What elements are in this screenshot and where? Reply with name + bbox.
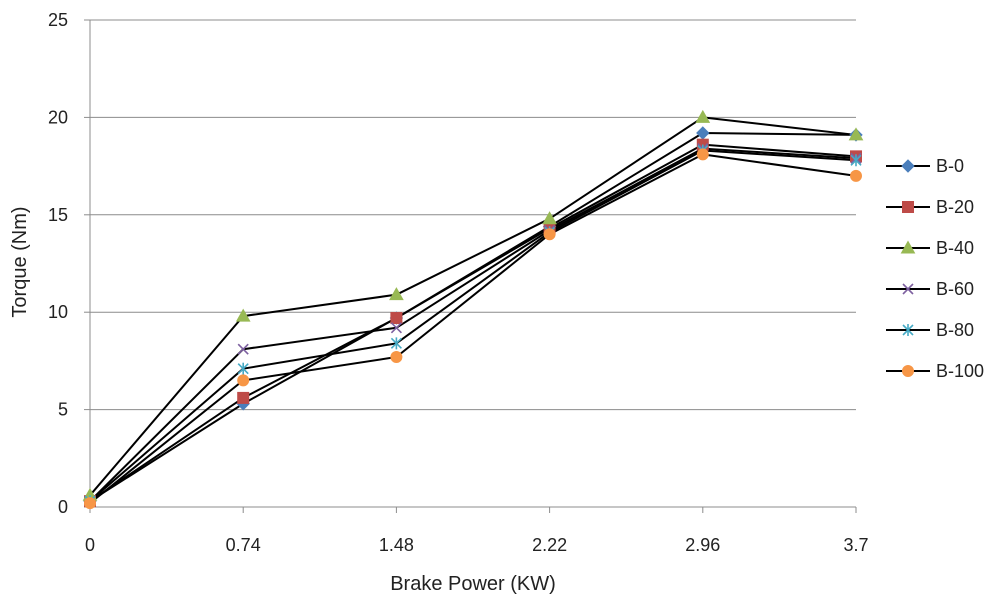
legend-marker [902, 283, 914, 295]
axes [84, 19, 857, 513]
y-tick-label: 10 [48, 302, 68, 322]
legend-label: B-100 [936, 361, 984, 381]
legend: B-0 B-20 B-40 B-60 B-80 B-100 [886, 156, 984, 381]
data-point-b-80 [237, 362, 249, 375]
legend-label: B-80 [936, 320, 974, 340]
data-point-b-100 [543, 228, 556, 241]
y-tick-label: 25 [48, 10, 68, 30]
data-point-b-40 [695, 109, 711, 123]
gridlines [90, 19, 856, 411]
data-point-b-40 [235, 308, 251, 322]
series-lines [89, 116, 857, 504]
y-tick-label: 5 [58, 400, 68, 420]
x-tick-label: 3.7 [843, 535, 868, 555]
legend-item-b-80: B-80 [886, 320, 974, 340]
legend-label: B-40 [936, 238, 974, 258]
data-point-b-20 [390, 312, 403, 325]
legend-item-b-0: B-0 [886, 156, 964, 176]
series-markers [82, 109, 864, 510]
data-point-b-100 [237, 374, 250, 387]
x-axis-title: Brake Power (KW) [390, 573, 556, 595]
series-line-b-0 [89, 131, 857, 502]
x-tick-label: 0.74 [226, 535, 261, 555]
legend-item-b-20: B-20 [886, 197, 974, 217]
data-point-b-80 [390, 337, 402, 350]
data-point-b-0 [696, 126, 710, 140]
data-point-b-40 [542, 211, 557, 225]
legend-marker [902, 201, 914, 213]
legend-item-b-100: B-100 [886, 361, 984, 381]
legend-label: B-20 [936, 197, 974, 217]
legend-marker [901, 159, 915, 173]
y-tick-label: 20 [48, 107, 68, 127]
data-point-b-60 [390, 322, 402, 334]
x-tick-label: 2.96 [685, 535, 720, 555]
legend-label: B-60 [936, 279, 974, 299]
y-tick-labels: 0 5 10 15 20 25 [48, 10, 68, 517]
data-point-b-40 [848, 127, 864, 141]
data-point-b-100 [84, 497, 96, 510]
y-tick-label: 0 [58, 497, 68, 517]
legend-marker [902, 324, 914, 336]
y-tick-label: 15 [48, 205, 68, 225]
y-axis-title: Torque (Nm) [9, 206, 31, 317]
legend-marker [902, 365, 914, 377]
data-point-b-80 [850, 154, 862, 167]
series-line-b-60 [89, 147, 857, 502]
data-point-b-20 [237, 391, 250, 404]
legend-label: B-0 [936, 156, 964, 176]
legend-marker [900, 240, 916, 254]
data-point-b-100 [390, 351, 403, 364]
data-point-b-100 [850, 169, 862, 182]
legend-item-b-60: B-60 [886, 279, 974, 299]
legend-item-b-40: B-40 [886, 238, 974, 258]
series-line-b-80 [89, 149, 857, 502]
x-tick-label: 2.22 [532, 535, 567, 555]
x-tick-labels: 0 0.74 1.48 2.22 2.96 3.7 [85, 535, 869, 555]
series-line-b-20 [89, 143, 857, 502]
data-point-b-40 [389, 287, 404, 301]
x-tick-label: 0 [85, 535, 95, 555]
series-line-b-100 [89, 153, 857, 504]
data-point-b-60 [237, 343, 249, 355]
x-tick-label: 1.48 [379, 535, 414, 555]
series-line-b-40 [89, 116, 857, 496]
data-point-b-100 [696, 148, 709, 161]
